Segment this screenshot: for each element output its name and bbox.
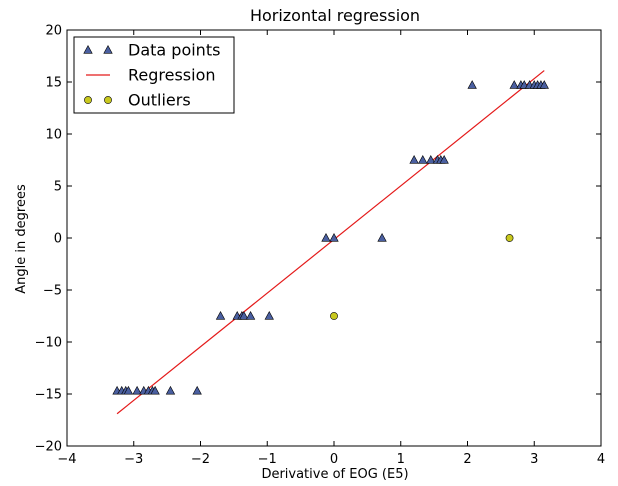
data-point: [418, 154, 428, 164]
legend-label: Regression: [128, 66, 216, 85]
data-point: [321, 232, 331, 242]
data-point: [215, 310, 226, 320]
y-tick-label: 5: [54, 180, 62, 195]
x-tick-label: 3: [530, 452, 538, 467]
y-axis-label: Angle in degrees: [14, 184, 29, 294]
legend-circle-icon: [104, 96, 112, 104]
data-point: [132, 385, 142, 395]
legend-triangle-icon: [83, 44, 93, 54]
series-regression: [116, 70, 545, 415]
y-tick-label: −15: [35, 388, 62, 403]
y-tick-label: −5: [43, 284, 62, 299]
x-tick-label: 4: [597, 452, 605, 467]
y-tick-label: 0: [54, 232, 62, 247]
data-point: [467, 80, 477, 89]
y-tick-label: 10: [45, 128, 62, 143]
data-point: [409, 154, 419, 164]
data-point: [539, 80, 549, 89]
legend-item: Data points: [83, 41, 220, 60]
y-tick-label: −10: [35, 336, 62, 351]
legend-label: Data points: [128, 41, 220, 60]
data-point: [123, 385, 134, 395]
chart-title: Horizontal regression: [250, 6, 420, 25]
data-point: [192, 385, 202, 395]
data-point: [439, 154, 449, 164]
data-point: [329, 232, 339, 242]
data-point: [426, 154, 436, 164]
data-point: [264, 310, 274, 320]
outlier-point: [330, 312, 338, 320]
outliers-markers: [330, 234, 514, 320]
data-point: [239, 310, 249, 320]
data-points-markers: [112, 80, 549, 395]
x-tick-label: 2: [463, 452, 471, 467]
x-tick-label: −2: [191, 452, 210, 467]
data-point: [509, 80, 519, 89]
data-point: [245, 310, 256, 320]
y-tick-label: 15: [45, 76, 62, 91]
x-tick-label: 1: [397, 452, 405, 467]
data-point: [377, 232, 387, 242]
legend-label: Outliers: [128, 91, 191, 110]
x-axis-label: Derivative of EOG (E5): [261, 467, 408, 482]
data-point: [165, 385, 176, 395]
y-tick-label: 20: [45, 24, 62, 39]
legend-triangle-icon: [103, 44, 113, 54]
x-tick-label: 0: [330, 452, 338, 467]
legend-circle-icon: [84, 96, 92, 104]
x-tick-label: −3: [124, 452, 143, 467]
legend: Data points Regression Outliers: [73, 36, 235, 114]
legend-item: Regression: [86, 66, 216, 85]
regression-line: [116, 70, 545, 415]
x-tick-label: −1: [258, 452, 277, 467]
y-tick-label: −20: [35, 440, 62, 455]
data-point: [150, 385, 160, 395]
outlier-point: [505, 234, 514, 242]
x-tick-label: −4: [57, 452, 76, 467]
legend-item: Outliers: [84, 91, 191, 110]
